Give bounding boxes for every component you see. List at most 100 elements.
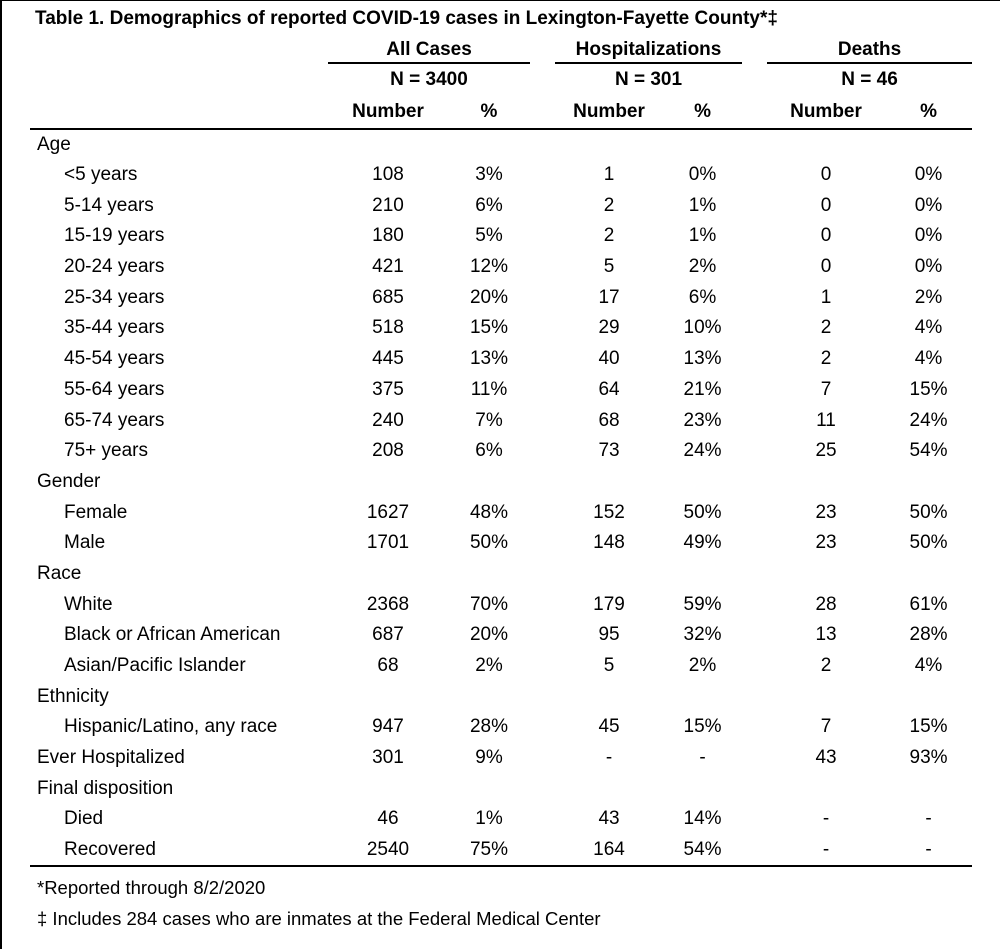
cell-value: 50% — [683, 501, 722, 523]
table-row-section: Gender — [30, 467, 972, 498]
cell-value: 2540 — [328, 834, 448, 867]
cell-value: 2 — [820, 655, 832, 677]
cell-value: 947 — [372, 716, 404, 738]
table-row-item: 20-24 years 421 12% 5 2% 0 0% — [30, 252, 972, 283]
cell-value: 68 — [598, 409, 620, 431]
column-gap — [742, 773, 767, 804]
table-row-item: Died 46 1% 43 14% - - — [30, 804, 972, 835]
cell-value: 23 — [815, 501, 837, 523]
cell-value: 210 — [372, 194, 404, 216]
cell-value: 70% — [469, 593, 509, 615]
column-gap — [742, 313, 767, 344]
cell-value: 32% — [683, 624, 722, 646]
cell-value: 14% — [683, 808, 722, 830]
column-gap — [742, 528, 767, 559]
cell-value: 208 — [372, 440, 404, 462]
cell-value: 421 — [372, 256, 404, 278]
table-row-section: Ethnicity — [30, 681, 972, 712]
cell-value: 0% — [914, 164, 943, 186]
table-row-section: Age — [30, 129, 972, 160]
cell-value: - — [605, 747, 613, 769]
column-gap — [530, 221, 555, 252]
column-gap — [530, 95, 556, 130]
cell-value: 7% — [475, 409, 503, 431]
table-row-item: 55-64 years 375 11% 64 21% 7 15% — [30, 375, 972, 406]
cell-value — [328, 773, 448, 804]
cell-value: 12% — [469, 256, 509, 278]
cell-value: 6% — [475, 194, 503, 216]
row-label: 55-64 years — [64, 378, 165, 400]
cell-value: 0 — [820, 225, 832, 247]
column-gap — [742, 743, 767, 774]
cell-value: 2% — [688, 256, 717, 278]
cell-value: 20% — [469, 286, 509, 308]
cell-value: 0% — [914, 256, 943, 278]
column-gap — [742, 344, 767, 375]
cell-value: 59% — [683, 593, 722, 615]
column-subheader-row: Number % Number % Number % — [30, 95, 973, 130]
cell-value: 13% — [469, 348, 509, 370]
cell-value — [555, 773, 663, 804]
header-spacer — [30, 37, 328, 63]
table-row-item: Hispanic/Latino, any race 947 28% 45 15% 7 15% — [30, 712, 972, 743]
cell-value: - — [699, 747, 706, 769]
cell-value: 23% — [683, 409, 722, 431]
table-row-item: Black or African American 687 20% 95 32% 13 28… — [30, 620, 972, 651]
cell-value: 4% — [914, 655, 943, 677]
column-gap — [530, 773, 555, 804]
group-n-row: N = 3400 N = 301 N = 46 — [30, 63, 972, 95]
table-row-section: Race — [30, 559, 972, 590]
column-gap — [530, 344, 555, 375]
column-gap — [530, 681, 555, 712]
table-row-item: Asian/Pacific Islander 68 2% 5 2% 2 4% — [30, 651, 972, 682]
cell-value: 6% — [475, 440, 503, 462]
n-deaths: N = 46 — [841, 68, 898, 90]
colhead-number-hospitalizations: Number — [555, 95, 664, 130]
cell-value: 240 — [372, 409, 404, 431]
group-header-deaths: Deaths — [767, 37, 973, 64]
cell-value: 13 — [815, 624, 837, 646]
cell-value — [555, 467, 663, 498]
cell-value — [885, 467, 972, 498]
cell-value — [767, 467, 885, 498]
cell-value: 48% — [469, 501, 509, 523]
cell-value: 1% — [688, 225, 717, 247]
cell-value — [885, 129, 972, 160]
cell-value: 179 — [593, 593, 625, 615]
cell-value: 11 — [816, 409, 836, 431]
column-gap — [530, 63, 555, 95]
cell-value: 445 — [372, 348, 404, 370]
group-header-all-cases: All Cases — [328, 37, 531, 64]
cell-value: 24% — [683, 440, 722, 462]
column-gap — [530, 804, 555, 835]
cell-value: 23 — [815, 532, 837, 554]
column-gap — [742, 436, 767, 467]
cell-value — [555, 559, 663, 590]
row-label: Age — [37, 133, 71, 155]
cell-value: 50% — [909, 532, 948, 554]
column-gap — [742, 160, 767, 191]
cell-value: - — [885, 834, 973, 867]
header-spacer — [30, 95, 328, 130]
column-gap — [530, 129, 555, 160]
table-row-item: 15-19 years 180 5% 2 1% 0 0% — [30, 221, 972, 252]
cell-value: 0% — [914, 225, 943, 247]
table-row-section: Ever Hospitalized 301 9% - - 43 93% — [30, 743, 972, 774]
cell-value: 0% — [688, 164, 717, 186]
column-gap — [530, 252, 555, 283]
row-label: Ever Hospitalized — [37, 747, 185, 769]
row-label: Died — [64, 808, 104, 830]
row-label: 75+ years — [64, 440, 148, 462]
row-label: Recovered — [30, 834, 328, 867]
cell-value: 687 — [372, 624, 404, 646]
cell-value: 40 — [598, 348, 620, 370]
row-label: 20-24 years — [64, 256, 165, 278]
table-row-item: Female 1627 48% 152 50% 23 50% — [30, 497, 972, 528]
row-label: Male — [64, 532, 106, 554]
column-gap — [530, 375, 555, 406]
row-label: 5-14 years — [64, 194, 154, 216]
cell-value: 50% — [909, 501, 948, 523]
cell-value: 0% — [914, 194, 943, 216]
column-gap — [742, 589, 767, 620]
cell-value: 152 — [593, 501, 625, 523]
